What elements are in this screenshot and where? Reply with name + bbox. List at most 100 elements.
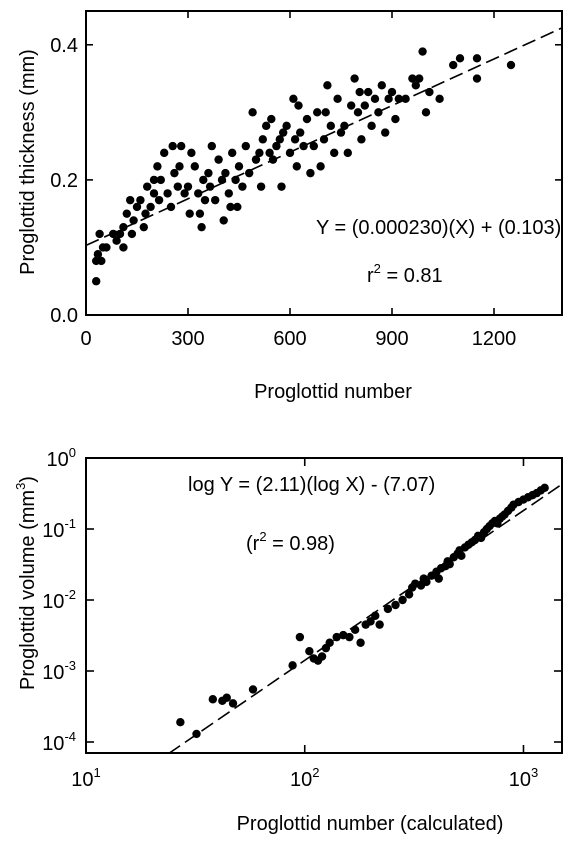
data-point <box>290 135 300 144</box>
data-point <box>370 94 380 104</box>
data-point <box>411 81 420 90</box>
plot-frame <box>85 457 563 754</box>
data-point <box>115 229 125 239</box>
data-point <box>141 209 150 218</box>
data-point <box>168 141 177 151</box>
data-point <box>228 148 237 158</box>
x-tick-label: 300 <box>171 328 204 350</box>
data-point <box>330 148 339 158</box>
y-tick-label: 10-3 <box>42 658 76 684</box>
data-point <box>457 551 466 560</box>
data-point <box>272 141 281 151</box>
x-tick-label: 0 <box>80 328 91 350</box>
data-point <box>143 182 152 191</box>
data-point <box>398 595 407 605</box>
data-point <box>97 256 106 266</box>
data-point <box>302 114 312 124</box>
x-tick-label: 103 <box>509 765 538 791</box>
data-point <box>153 162 162 171</box>
data-point <box>245 168 254 178</box>
data-point <box>445 559 454 569</box>
y-tick-label: 10-2 <box>42 587 76 613</box>
data-point <box>211 195 220 205</box>
data-point <box>299 141 308 151</box>
data-point <box>226 202 235 212</box>
data-point <box>340 121 349 131</box>
r-squared-label: r2 = 0.81 <box>367 261 443 287</box>
data-point <box>356 638 365 647</box>
data-point <box>384 94 393 104</box>
data-point <box>146 202 155 212</box>
data-point <box>233 202 242 212</box>
data-point <box>197 222 206 232</box>
data-point <box>109 229 118 239</box>
data-point <box>231 175 240 185</box>
data-point <box>364 87 373 97</box>
data-point <box>122 209 131 218</box>
y-tick-label: 0.0 <box>50 305 78 327</box>
data-point <box>296 128 305 137</box>
data-point <box>149 175 159 185</box>
y-tick-label: 100 <box>47 445 76 471</box>
data-point <box>190 162 199 171</box>
data-point <box>277 182 286 191</box>
data-point <box>506 60 516 70</box>
data-point <box>187 148 196 158</box>
data-point <box>421 108 431 117</box>
data-point <box>316 162 325 171</box>
x-axis-title: Proglottid number <box>254 381 412 403</box>
data-point <box>282 121 291 131</box>
x-tick-label: 101 <box>71 765 100 791</box>
data-point <box>102 243 111 252</box>
data-point <box>285 148 295 158</box>
data-point <box>305 647 314 656</box>
data-point <box>238 182 247 191</box>
data-point <box>221 168 230 178</box>
fit-equation: log Y = (2.11)(log X) - (7.07) <box>188 474 435 496</box>
data-point <box>418 47 427 56</box>
data-point <box>175 162 184 171</box>
data-point <box>180 189 189 198</box>
data-point <box>306 168 315 178</box>
data-point <box>219 216 228 225</box>
data-point <box>154 195 164 205</box>
data-point <box>93 250 103 259</box>
data-point <box>472 74 482 83</box>
data-point <box>325 638 334 647</box>
data-point <box>455 54 465 63</box>
data-point <box>265 148 274 158</box>
data-point <box>425 87 434 97</box>
data-point <box>391 600 400 610</box>
data-point <box>241 141 250 151</box>
data-point <box>360 101 369 110</box>
y-axis-title: Proglottid volume (mm3) <box>13 476 39 690</box>
data-point <box>199 175 208 185</box>
data-point <box>112 236 121 245</box>
data-point <box>228 699 238 708</box>
data-point <box>183 182 193 191</box>
data-point <box>132 202 142 212</box>
data-point <box>434 574 443 583</box>
data-point <box>248 108 257 117</box>
data-point <box>295 632 305 642</box>
x-axis-title: Proglottid number (calculated) <box>237 813 504 835</box>
data-point <box>177 141 186 151</box>
data-point <box>391 114 400 124</box>
data-point <box>394 94 403 104</box>
data-point <box>375 620 384 629</box>
data-point <box>95 229 104 239</box>
data-point <box>381 128 390 137</box>
data-point <box>163 189 172 198</box>
y-axis-title: Proglottid thickness (mm) <box>17 49 39 275</box>
data-point <box>170 168 179 178</box>
data-point <box>208 695 218 704</box>
data-point <box>222 693 231 702</box>
data-point <box>353 108 363 117</box>
r-squared-label: (r2 = 0.98) <box>246 529 335 555</box>
data-point <box>262 121 271 131</box>
data-point <box>383 604 393 614</box>
data-point <box>200 195 210 205</box>
data-point <box>129 216 138 225</box>
data-point <box>127 229 137 239</box>
